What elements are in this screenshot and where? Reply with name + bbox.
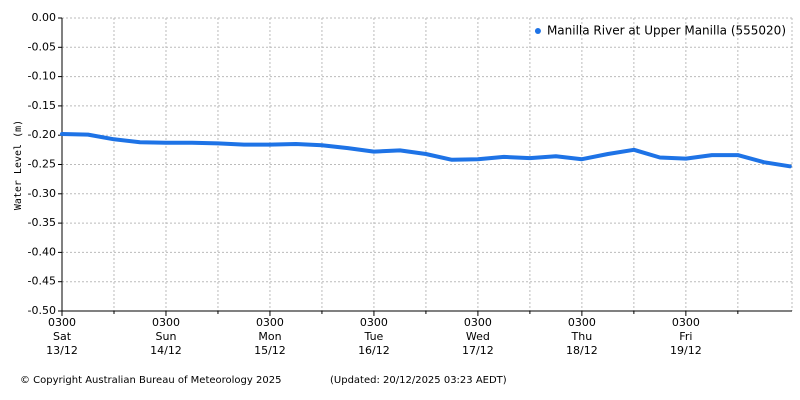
x-tick-label: Tue [364, 330, 384, 343]
x-tick-label: Wed [466, 330, 490, 343]
x-tick-label: 14/12 [150, 344, 182, 357]
x-tick-label: Thu [571, 330, 593, 343]
y-tick-label: -0.15 [28, 99, 56, 112]
y-tick-label: -0.40 [28, 245, 56, 258]
y-tick-label: -0.35 [28, 216, 56, 229]
y-tick-label: -0.45 [28, 275, 56, 288]
y-tick-label: -0.05 [28, 40, 56, 53]
copyright: © Copyright Australian Bureau of Meteoro… [20, 375, 281, 386]
x-tick-label: 0300 [48, 316, 76, 329]
x-tick-label: 19/12 [670, 344, 702, 357]
y-tick-label: -0.10 [28, 70, 56, 83]
y-axis-label: Water Level (m) [13, 120, 24, 210]
x-tick-label: 0300 [464, 316, 492, 329]
updated: (Updated: 20/12/2025 03:23 AEDT) [330, 375, 507, 386]
x-tick-label: 0300 [152, 316, 180, 329]
legend-marker [534, 28, 541, 34]
x-tick-label: Sat [53, 330, 72, 343]
x-tick-label: 13/12 [46, 344, 78, 357]
x-tick-label: 15/12 [254, 344, 286, 357]
x-tick-label: 17/12 [462, 344, 494, 357]
x-tick-label: 0300 [360, 316, 388, 329]
y-tick-label: -0.20 [28, 128, 56, 141]
y-tick-label: -0.30 [28, 187, 56, 200]
data-line [60, 132, 792, 169]
x-tick-label: 16/12 [358, 344, 390, 357]
x-tick-label: 0300 [256, 316, 284, 329]
x-tick-label: Fri [679, 330, 692, 343]
x-tick-label: 0300 [568, 316, 596, 329]
x-tick-label: 18/12 [566, 344, 598, 357]
y-tick-label: 0.00 [32, 11, 57, 24]
x-tick-label: 0300 [672, 316, 700, 329]
x-tick-label: Mon [258, 330, 281, 343]
legend-label: Manilla River at Upper Manilla (555020) [547, 24, 786, 38]
x-tick-label: Sun [156, 330, 177, 343]
y-tick-label: -0.50 [28, 304, 56, 317]
y-tick-label: -0.25 [28, 158, 56, 171]
